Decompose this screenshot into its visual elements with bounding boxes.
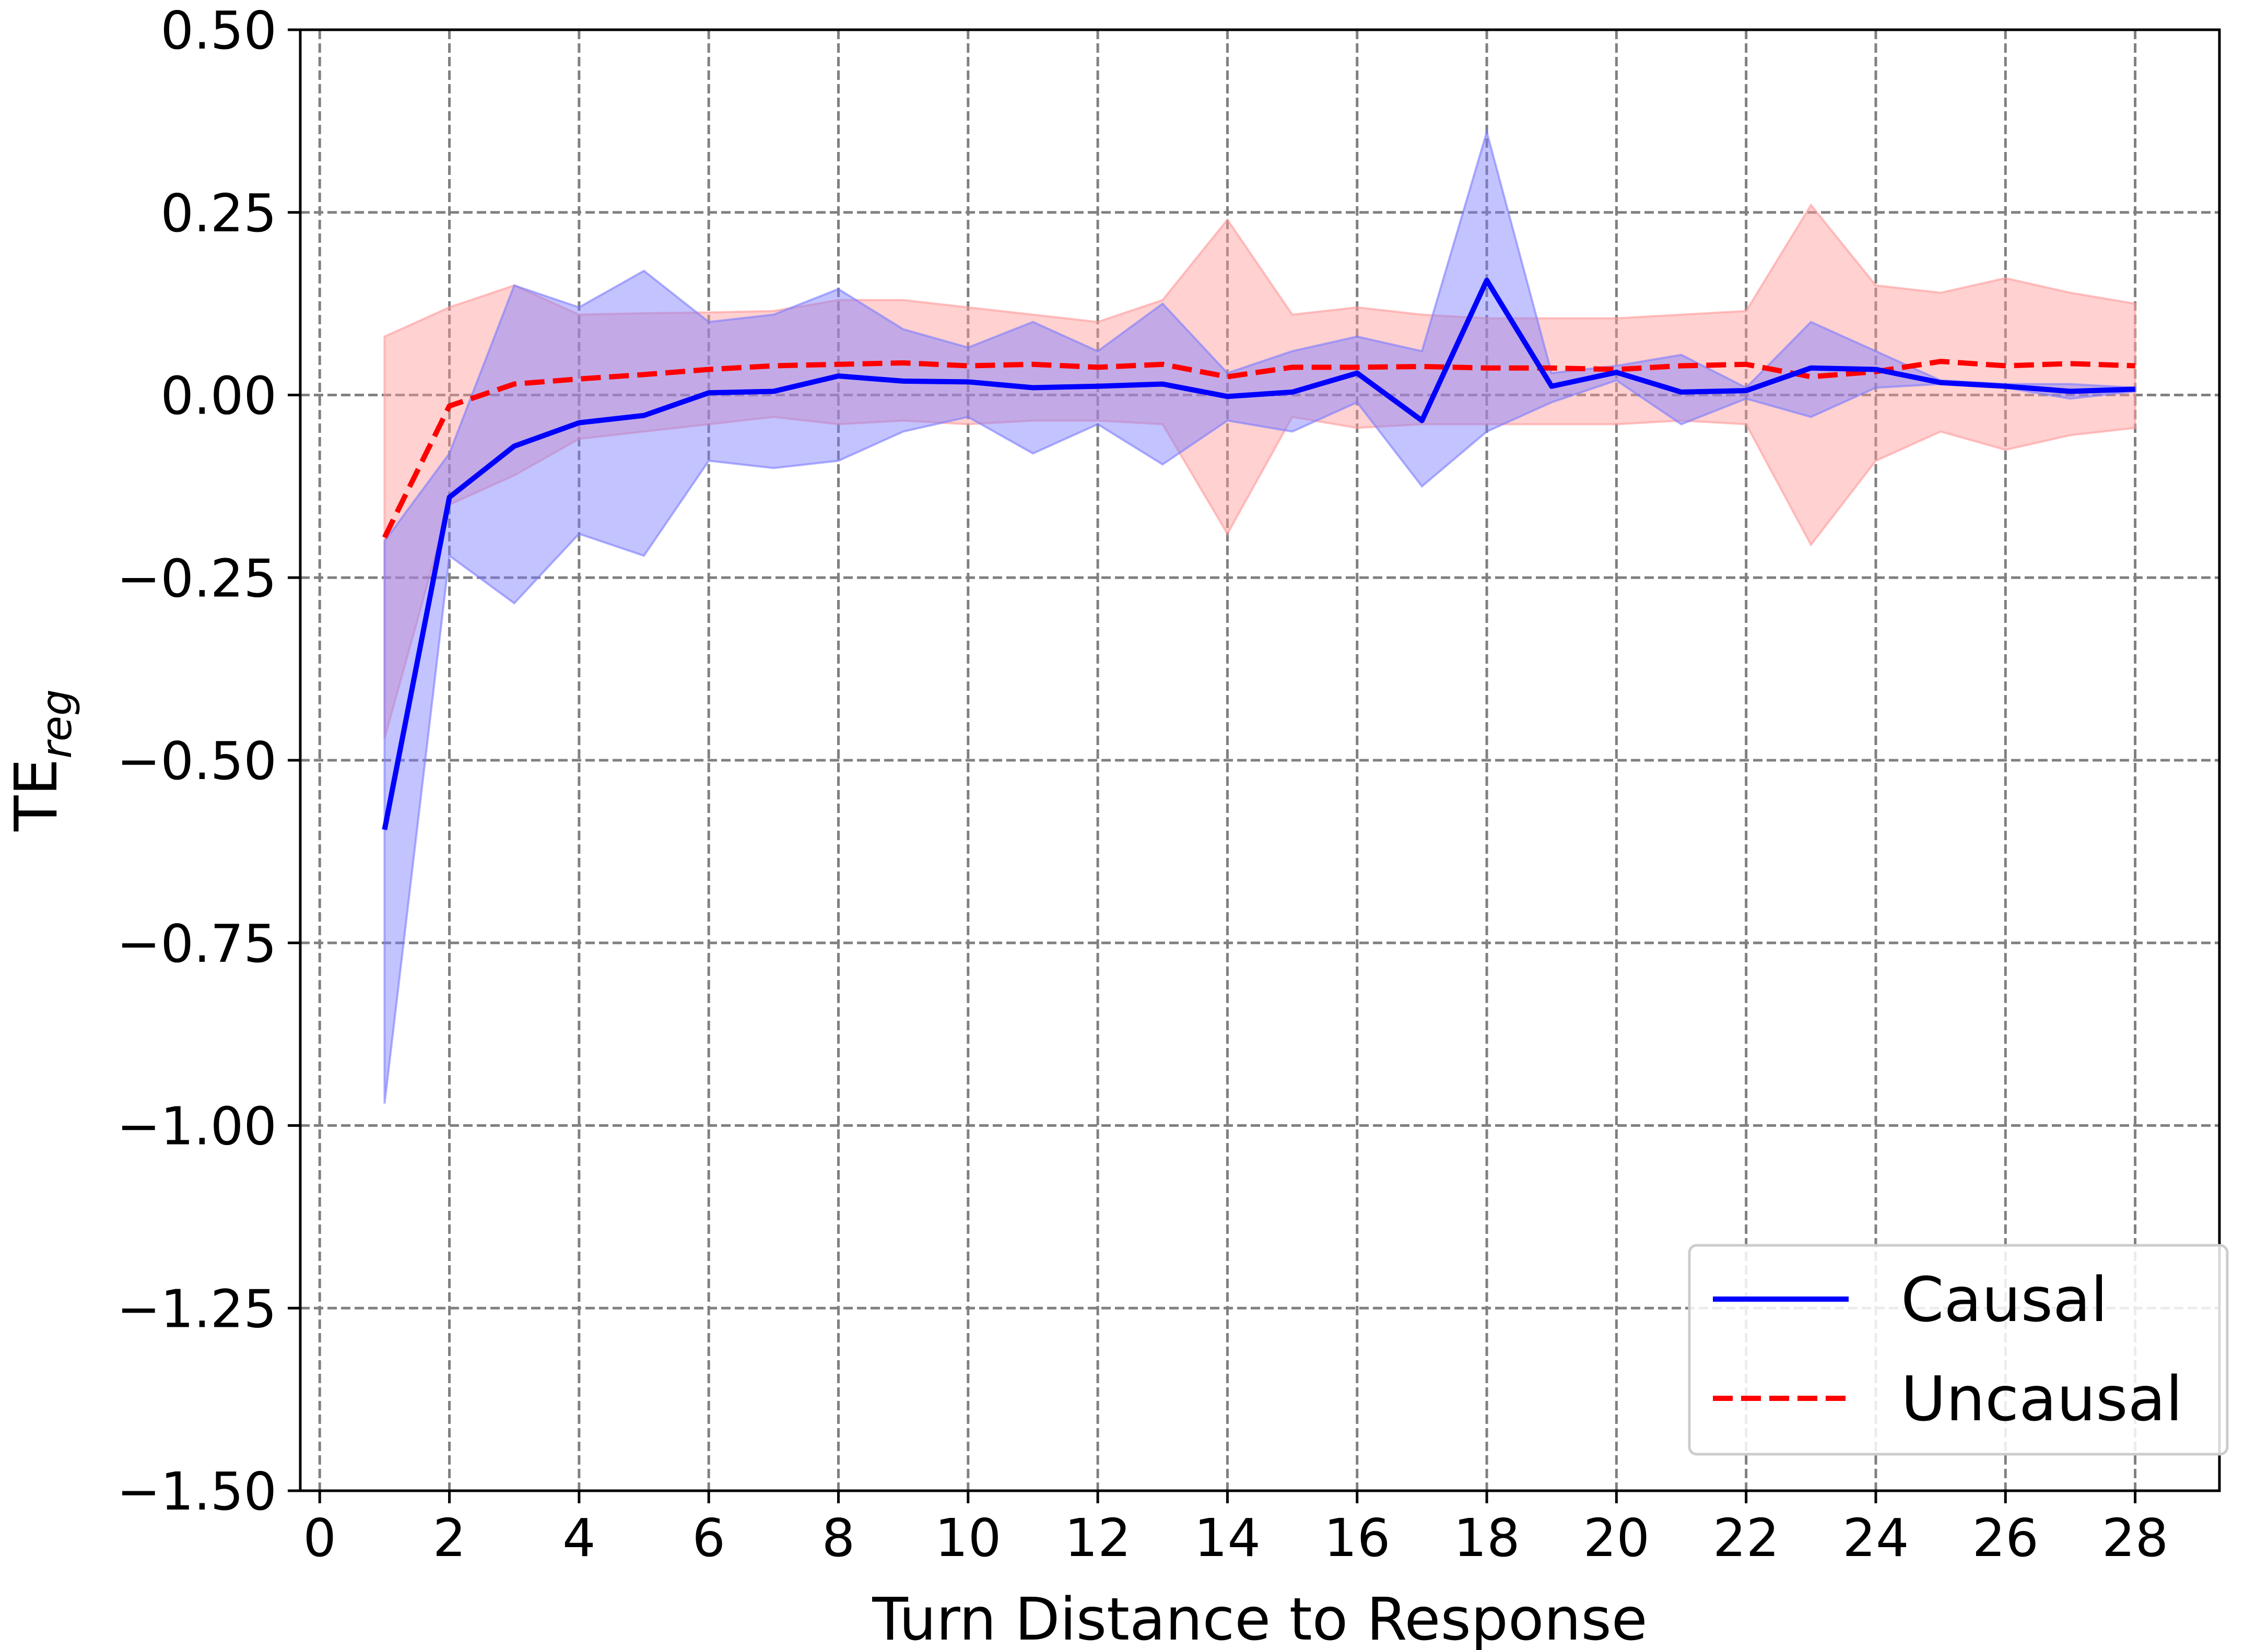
y-tick-label: −0.75 bbox=[117, 913, 277, 974]
x-tick-label: 10 bbox=[935, 1507, 1001, 1569]
x-axis-ticks: 0 2 4 6 8 10 12 14 16 18 20 22 24 26 28 bbox=[303, 1491, 2168, 1569]
y-tick-label: −1.00 bbox=[117, 1096, 277, 1157]
x-tick-label: 6 bbox=[692, 1507, 725, 1569]
x-axis-label: Turn Distance to Response bbox=[872, 1586, 1647, 1650]
y-tick-label: −1.25 bbox=[117, 1278, 277, 1339]
y-axis-label-subscript: reg bbox=[32, 689, 81, 759]
y-tick-label: −1.50 bbox=[117, 1461, 277, 1522]
x-tick-label: 12 bbox=[1064, 1507, 1131, 1569]
x-tick-label: 4 bbox=[562, 1507, 596, 1569]
y-axis-ticks: 0.50 0.25 0.00 −0.25 −0.50 −0.75 −1.00 −1.25 −1.… bbox=[117, 0, 300, 1522]
x-tick-label: 24 bbox=[1842, 1507, 1909, 1569]
y-axis-label-main: TE bbox=[3, 759, 70, 832]
x-tick-label: 2 bbox=[433, 1507, 466, 1569]
x-tick-label: 0 bbox=[303, 1507, 336, 1569]
confidence-band bbox=[383, 203, 2136, 739]
x-tick-label: 18 bbox=[1453, 1507, 1520, 1569]
legend-label: Uncausal bbox=[1901, 1363, 2183, 1435]
y-tick-label: 0.00 bbox=[160, 366, 277, 427]
x-tick-label: 22 bbox=[1713, 1507, 1779, 1569]
x-tick-label: 28 bbox=[2102, 1507, 2168, 1569]
series-line bbox=[382, 359, 2135, 539]
x-tick-label: 8 bbox=[822, 1507, 855, 1569]
legend: Causal Uncausal bbox=[1688, 1244, 2229, 1456]
x-tick-label: 26 bbox=[1972, 1507, 2039, 1569]
y-axis-label: TEreg bbox=[3, 689, 81, 832]
x-tick-label: 20 bbox=[1583, 1507, 1650, 1569]
y-tick-label: 0.50 bbox=[160, 0, 277, 61]
x-tick-label: 16 bbox=[1324, 1507, 1390, 1569]
confidence-bands bbox=[383, 128, 2136, 1104]
y-tick-label: 0.25 bbox=[160, 183, 277, 244]
series-lines bbox=[382, 277, 2135, 830]
y-tick-label: −0.50 bbox=[117, 730, 277, 792]
y-tick-label: −0.25 bbox=[117, 548, 277, 609]
series-line bbox=[382, 277, 2135, 830]
x-tick-label: 14 bbox=[1194, 1507, 1261, 1569]
legend-label: Causal bbox=[1901, 1264, 2108, 1336]
